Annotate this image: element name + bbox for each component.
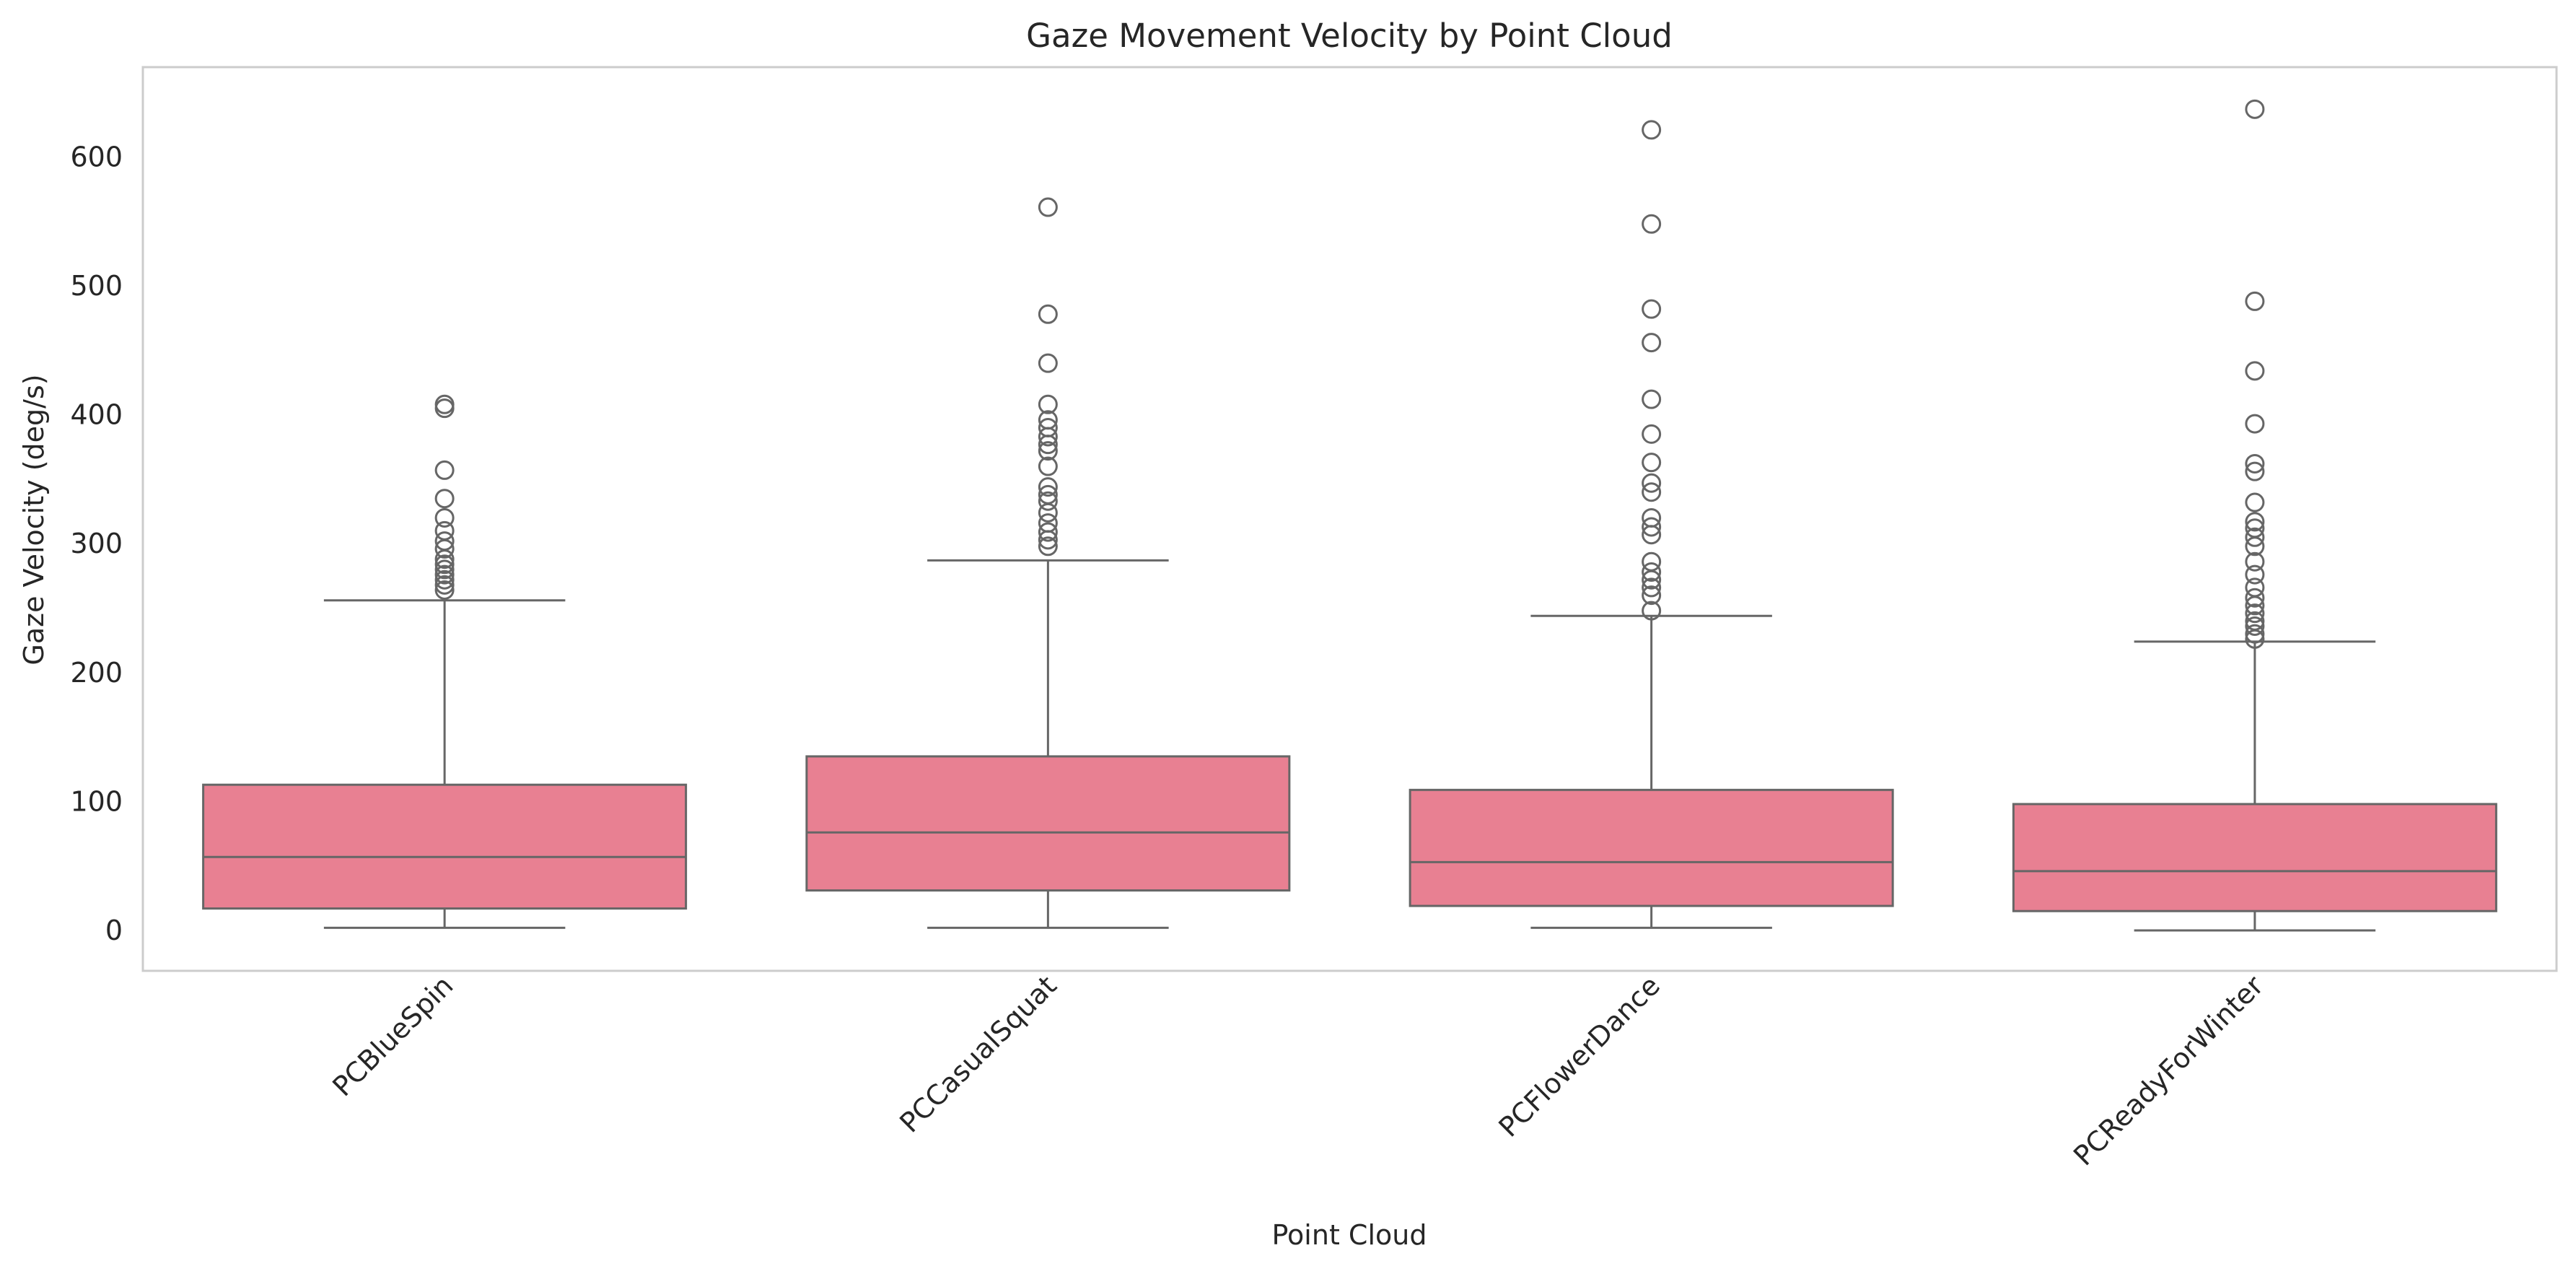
outlier-point: [434, 531, 455, 551]
outlier-point: [1038, 353, 1058, 373]
outlier-point: [1038, 410, 1058, 430]
outlier-point: [1038, 513, 1058, 533]
outlier-point: [1038, 536, 1058, 557]
y-tick-label: 400: [70, 399, 123, 431]
y-tick-label: 0: [105, 915, 123, 946]
outlier-point: [1642, 120, 1662, 140]
y-tick-label: 100: [70, 785, 123, 817]
outlier-point: [1642, 551, 1662, 572]
outlier-point: [2245, 577, 2265, 598]
x-tick-label: PCReadyForWinter: [2067, 969, 2269, 1172]
outlier-point: [434, 460, 455, 480]
outlier-point: [1642, 507, 1662, 528]
outlier-point: [1642, 389, 1662, 409]
x-tick-label: PCFlowerDance: [1492, 969, 1665, 1143]
outlier-point: [1642, 473, 1662, 493]
box-series: [202, 99, 2497, 932]
outlier-point: [1642, 333, 1662, 353]
outlier-point: [2245, 291, 2265, 311]
outlier-point: [1642, 585, 1662, 606]
box-PCCasualSquat: [805, 197, 1291, 929]
y-tick-label: 500: [70, 270, 123, 302]
outlier-point: [2245, 611, 2265, 631]
y-tick-label: 200: [70, 657, 123, 689]
y-axis-ticks: 0 100 200 300 400 500 600: [70, 141, 123, 946]
outlier-point: [2245, 564, 2265, 585]
box-PCBlueSpin: [202, 394, 688, 929]
outlier-point: [1038, 417, 1058, 437]
x-tick-label: PCCasualSquat: [893, 969, 1062, 1138]
outlier-point: [2245, 518, 2265, 538]
iqr-box: [2012, 803, 2497, 912]
outlier-point: [2245, 624, 2265, 644]
outlier-point: [1038, 197, 1058, 217]
y-tick-label: 600: [70, 141, 123, 173]
outlier-point: [1642, 562, 1662, 582]
y-tick-label: 300: [70, 528, 123, 559]
outlier-point: [2245, 551, 2265, 572]
outlier-point: [2245, 512, 2265, 532]
iqr-box: [202, 783, 688, 910]
outlier-point: [434, 507, 455, 528]
outlier-point: [434, 570, 455, 590]
iqr-box: [1409, 788, 1894, 907]
outlier-point: [434, 394, 455, 414]
outlier-point: [1642, 214, 1662, 234]
outlier-point: [434, 489, 455, 509]
outlier-point: [1642, 517, 1662, 537]
outlier-point: [2245, 361, 2265, 381]
outlier-point: [434, 580, 455, 600]
outlier-point: [2245, 99, 2265, 119]
outlier-point: [2245, 603, 2265, 624]
outlier-point: [2245, 492, 2265, 512]
outlier-point: [1038, 491, 1058, 511]
outlier-point: [1038, 456, 1058, 476]
outlier-point: [2245, 616, 2265, 637]
outlier-point: [1642, 577, 1662, 598]
outlier-point: [2245, 414, 2265, 434]
outlier-point: [2245, 588, 2265, 608]
box-PCReadyForWinter: [2012, 99, 2497, 932]
outlier-point: [2245, 453, 2265, 474]
outlier-point: [2245, 461, 2265, 481]
x-axis-label: Point Cloud: [1272, 1219, 1427, 1251]
outlier-point: [1642, 424, 1662, 444]
x-axis-ticks: PCBlueSpin PCCasualSquat PCFlowerDance PCRe…: [326, 969, 2269, 1172]
x-tick-label: PCBlueSpin: [326, 969, 459, 1102]
outlier-point: [434, 575, 455, 595]
outlier-point: [1642, 299, 1662, 319]
y-axis-label: Gaze Velocity (deg/s): [18, 374, 50, 665]
outlier-point: [1642, 482, 1662, 502]
outlier-point: [1038, 441, 1058, 461]
outlier-point: [1642, 453, 1662, 473]
outlier-point: [1642, 601, 1662, 621]
outlier-point: [1038, 484, 1058, 505]
outlier-point: [1038, 394, 1058, 414]
outlier-point: [434, 520, 455, 541]
outlier-point: [434, 554, 455, 575]
outlier-point: [2245, 527, 2265, 547]
outlier-point: [1038, 304, 1058, 324]
outlier-point: [1038, 477, 1058, 497]
chart-title: Gaze Movement Velocity by Point Cloud: [1026, 17, 1673, 55]
iqr-box: [805, 755, 1291, 892]
outlier-point: [434, 564, 455, 585]
outlier-point: [434, 559, 455, 580]
outlier-point: [1038, 522, 1058, 542]
box-PCFlowerDance: [1409, 120, 1894, 929]
